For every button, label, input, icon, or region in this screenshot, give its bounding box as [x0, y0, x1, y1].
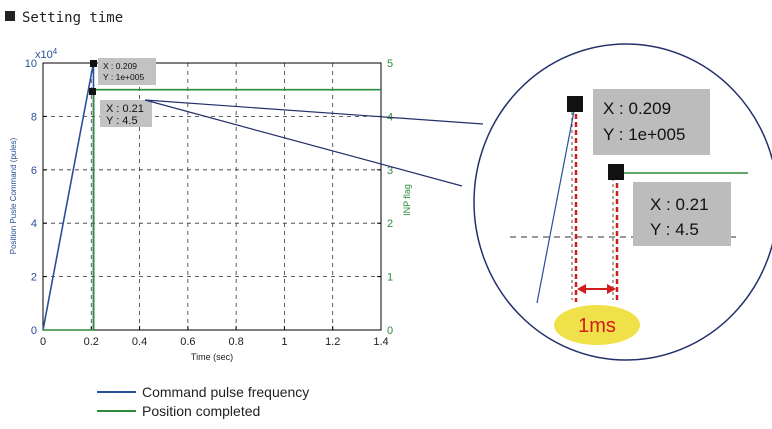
zoom-connector-upper — [144, 99, 484, 125]
x-tick-label: 0.2 — [84, 336, 99, 348]
plot-frame — [42, 62, 382, 331]
legend-label-position: Position completed — [142, 403, 260, 419]
zoom-connector-lower — [144, 99, 463, 187]
zoom-circle-outline — [473, 43, 772, 361]
y-left-tick-label: 10 — [25, 58, 37, 70]
series-line-2 — [43, 88, 381, 331]
x-tick-label: 0.8 — [228, 336, 243, 348]
zoom-blue-line — [536, 105, 576, 304]
zoom-callout-label: 1ms — [578, 315, 616, 337]
zoom-datatip-2: X : 0.21 Y : 4.5 — [633, 182, 731, 246]
x-tick-label: 1.2 — [325, 336, 340, 348]
svg-text:X : 0.209: X : 0.209 — [603, 99, 671, 118]
x-tick-label: 1 — [281, 336, 287, 348]
legend-label-command: Command pulse frequency — [142, 384, 309, 400]
y-right-tick-label: 3 — [387, 165, 393, 177]
x-axis-label: Time (sec) — [191, 352, 233, 362]
zoom-inset: X : 0.209 Y : 1e+005 X : 0.21 Y : 4.5 1m… — [474, 44, 772, 360]
y-left-tick-label: 4 — [31, 218, 37, 230]
y-right-tick-label: 2 — [387, 218, 393, 230]
y-axis-label-right: INP flag — [402, 184, 412, 216]
black-square-icon — [5, 11, 15, 21]
svg-text:X : 0.21: X : 0.21 — [106, 103, 144, 115]
y-right-tick-label: 5 — [387, 58, 393, 70]
zoom-marker-2 — [608, 164, 624, 180]
series-lines — [42, 62, 381, 331]
grid-lines — [43, 63, 381, 330]
y-axis-label-left: Position Pusle Command (pules) — [9, 137, 18, 254]
zoom-marker-1 — [567, 96, 583, 112]
heading-text: Setting time — [22, 10, 123, 26]
datatip-2: X : 0.21 Y : 4.5 — [100, 100, 152, 127]
zoom-datatip-1: X : 0.209 Y : 1e+005 — [593, 89, 710, 155]
axis-ticks: 00.20.40.60.811.21.40246810012345 — [25, 58, 393, 348]
zoom-callout-bubble — [554, 305, 640, 345]
y-right-tick-label: 1 — [387, 272, 393, 284]
datatip-1: X : 0.209 Y : 1e+005 — [98, 58, 156, 85]
data-point-marker-2 — [89, 88, 96, 95]
x-tick-label: 1.4 — [373, 336, 388, 348]
svg-text:Y : 4.5: Y : 4.5 — [106, 115, 138, 127]
svg-text:Y : 4.5: Y : 4.5 — [650, 220, 699, 239]
svg-text:Y : 1e+005: Y : 1e+005 — [603, 125, 685, 144]
svg-text:Y : 1e+005: Y : 1e+005 — [103, 72, 144, 82]
x-tick-label: 0.4 — [132, 336, 147, 348]
y-left-tick-label: 0 — [31, 325, 37, 337]
svg-text:X : 0.209: X : 0.209 — [103, 61, 137, 71]
series-line-1 — [42, 62, 95, 331]
y-left-tick-label: 8 — [31, 111, 37, 123]
svg-text:X : 0.21: X : 0.21 — [650, 195, 709, 214]
y-left-tick-label: 6 — [31, 165, 37, 177]
arrow-right-icon — [607, 284, 616, 294]
x-tick-label: 0 — [40, 336, 46, 348]
arrow-left-icon — [577, 284, 586, 294]
y-left-tick-label: 2 — [31, 272, 37, 284]
left-axis-exponent: x104 — [35, 47, 58, 61]
data-point-marker-1 — [90, 60, 97, 67]
y-right-tick-label: 0 — [387, 325, 393, 337]
x-tick-label: 0.6 — [180, 336, 195, 348]
